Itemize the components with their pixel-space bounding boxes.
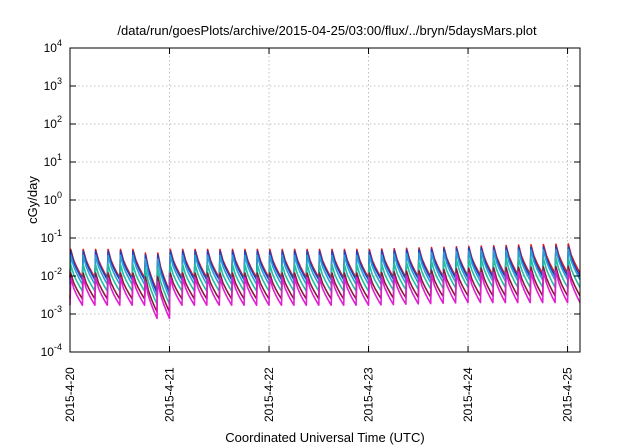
x-tick-label: 2015-4-23 (362, 367, 376, 422)
y-axis-tick-labels: 104 103 102 101 100 10-1 10-2 10-3 10-4 (41, 38, 62, 359)
axis-ticks (69, 47, 580, 353)
y-tick-label: 101 (44, 152, 62, 169)
y-tick-label: 10-1 (41, 228, 62, 245)
y-tick-label: 102 (44, 114, 62, 131)
x-tick-label: 2015-4-24 (461, 367, 475, 422)
grid (70, 48, 580, 352)
y-tick-label: 103 (44, 76, 62, 93)
series-line-6 (69, 269, 581, 320)
y-axis-label: cGy/day (25, 176, 40, 224)
x-tick-label: 2015-4-21 (163, 367, 177, 422)
x-tick-label: 2015-4-22 (262, 367, 276, 422)
x-axis-tick-labels: 2015-4-20 2015-4-21 2015-4-22 2015-4-23 2015… (63, 367, 575, 422)
x-axis-label: Coordinated Universal Time (UTC) (225, 430, 424, 445)
series-layer (69, 243, 581, 320)
chart-title: /data/run/goesPlots/archive/2015-04-25/0… (117, 23, 537, 38)
y-tick-label: 10-4 (41, 342, 62, 359)
y-tick-label: 10-2 (41, 266, 62, 283)
y-tick-label: 100 (44, 190, 62, 207)
y-tick-label: 10-3 (41, 304, 62, 321)
x-tick-label: 2015-4-25 (561, 367, 575, 422)
y-tick-label: 104 (44, 38, 62, 55)
x-tick-label: 2015-4-20 (63, 367, 77, 422)
